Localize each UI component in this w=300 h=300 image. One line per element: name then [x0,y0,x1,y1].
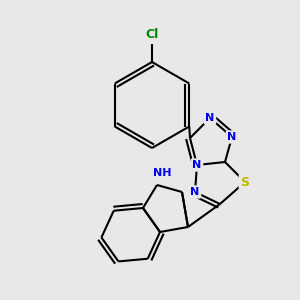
Text: NH: NH [153,168,171,178]
Text: N: N [190,187,200,197]
Text: S: S [241,176,250,188]
Text: Cl: Cl [146,28,159,40]
Text: N: N [227,132,237,142]
Text: N: N [192,160,202,170]
Text: N: N [206,113,214,123]
